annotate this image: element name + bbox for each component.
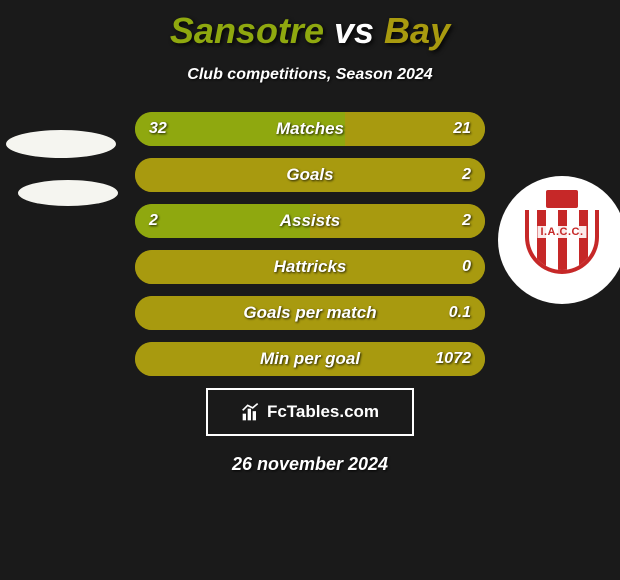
brand-text: FcTables.com [267, 402, 379, 422]
team-badge-left [0, 130, 130, 260]
stat-label: Min per goal [135, 342, 485, 376]
stat-label: Goals per match [135, 296, 485, 330]
stat-value-right: 21 [453, 112, 471, 146]
title-player2: Bay [384, 10, 450, 51]
badge-right-text: I.A.C.C. [537, 226, 586, 238]
badge-right-stripe [579, 210, 588, 270]
stat-value-left: 32 [149, 112, 167, 146]
title-vs: vs [334, 10, 374, 51]
stat-label: Goals [135, 158, 485, 192]
stat-row: Goals per match0.1 [135, 296, 485, 330]
stat-row: Min per goal1072 [135, 342, 485, 376]
badge-left-shape-1 [6, 130, 116, 158]
stat-value-right: 0.1 [449, 296, 471, 330]
stat-value-right: 1072 [435, 342, 471, 376]
subtitle: Club competitions, Season 2024 [0, 66, 620, 84]
stat-value-left: 2 [149, 204, 158, 238]
stat-value-right: 0 [462, 250, 471, 284]
stat-label: Hattricks [135, 250, 485, 284]
stat-label: Assists [135, 204, 485, 238]
badge-right-shield [525, 210, 599, 274]
stat-value-right: 2 [462, 204, 471, 238]
stat-value-right: 2 [462, 158, 471, 192]
team-badge-right: I.A.C.C. [498, 176, 620, 304]
badge-left-shape-2 [18, 180, 118, 206]
chart-icon [241, 402, 261, 422]
stat-rows: Matches3221Goals2Assists22Hattricks0Goal… [135, 112, 485, 376]
badge-right-cap [546, 190, 578, 208]
title-player1: Sansotre [170, 10, 324, 51]
stat-row: Goals2 [135, 158, 485, 192]
page-title: Sansotre vs Bay [0, 0, 620, 52]
stat-row: Hattricks0 [135, 250, 485, 284]
badge-right-stripe [558, 210, 567, 270]
stat-label: Matches [135, 112, 485, 146]
badge-right-stripe [537, 210, 546, 270]
stat-row: Assists2 2 [135, 204, 485, 238]
brand-box: FcTables.com [206, 388, 414, 436]
badge-right-disc: I.A.C.C. [498, 176, 620, 304]
date-text: 26 november 2024 [0, 454, 620, 475]
stat-row: Matches32 21 [135, 112, 485, 146]
